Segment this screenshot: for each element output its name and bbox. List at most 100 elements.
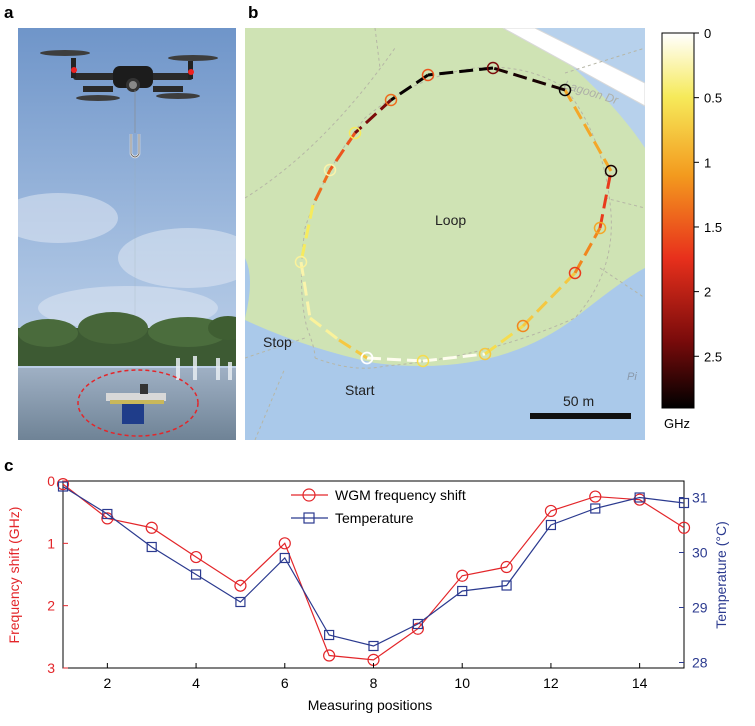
legend: WGM frequency shift Temperature: [291, 487, 466, 526]
route-marker: [348, 126, 362, 140]
route-marker: [384, 93, 398, 107]
route-segment: [484, 324, 524, 356]
loop-map: Lagoon Dr Pi Loop Stop Start 50 m: [245, 28, 645, 440]
trees: [18, 312, 236, 366]
route-segment: [422, 352, 486, 363]
wgm-point: [323, 649, 336, 662]
y-left-tick-label: 3: [47, 660, 55, 676]
temperature-point: [190, 569, 202, 580]
lagoon-water-top: [525, 28, 645, 148]
wgm-point: [456, 569, 469, 582]
y-left-tick-label: 2: [47, 598, 55, 614]
panel-label-a: a: [4, 3, 14, 22]
route-marker: [323, 163, 337, 177]
panel-label-b: b: [248, 3, 259, 22]
scale-bar: [530, 413, 631, 419]
colorbar-gradient: [661, 32, 695, 409]
route-marker: [604, 164, 618, 178]
legend-marker-temperature: [303, 512, 315, 524]
temperature-point: [57, 481, 69, 492]
route-segments: [299, 66, 613, 363]
wgm-point: [56, 478, 70, 491]
route-segment: [573, 227, 602, 274]
route-segment: [521, 271, 577, 328]
colorbar-tick-label: 1: [704, 155, 711, 170]
temperature-point: [457, 585, 468, 597]
route-markers: [294, 61, 618, 368]
drone-icon: [40, 50, 218, 101]
legend-marker-wgm: [302, 488, 316, 502]
loop-label: Loop: [435, 212, 466, 228]
x-tick-label: 10: [454, 675, 470, 691]
legend-label-temperature: Temperature: [335, 510, 414, 526]
panel-label-c: c: [4, 456, 14, 475]
colorbar-tick-label: 0.5: [704, 91, 722, 106]
route-marker: [416, 354, 430, 368]
route-marker: [593, 221, 607, 235]
wgm-point: [677, 521, 691, 534]
temperature-point: [678, 497, 690, 509]
temperature-point: [412, 618, 423, 630]
road: [502, 28, 645, 107]
temperature-point: [501, 580, 512, 591]
temperature-point: [235, 596, 246, 608]
colorbar-tick-label: 2: [704, 285, 711, 300]
route-marker: [516, 319, 530, 333]
temperature-point: [590, 503, 601, 514]
wgm-point: [278, 537, 291, 550]
route-segment: [299, 261, 312, 319]
route-marker: [478, 347, 492, 361]
colorbar: 0 0.5 1 1.5 2 2.5 GHz: [648, 26, 755, 440]
route-segment: [598, 170, 613, 229]
y-axis-left-label: Frequency shift (GHz): [6, 507, 22, 644]
street-fragment-label: Pi: [627, 371, 637, 383]
y-right-tick-label: 30: [692, 545, 708, 561]
route-marker: [486, 61, 500, 75]
x-tick-label: 8: [370, 675, 378, 691]
temperature-point: [279, 552, 290, 564]
y-left-tick-label: 1: [47, 535, 55, 551]
x-tick-label: 2: [103, 675, 111, 691]
highlight-circle: [77, 369, 199, 437]
colorbar-tick-label: 0: [704, 28, 711, 41]
route-marker: [294, 255, 308, 269]
colorbar-tick-label: 2.5: [704, 349, 722, 364]
x-axis-label: Measuring positions: [308, 697, 433, 713]
route-start-marker: [360, 351, 374, 365]
route-segment: [492, 66, 566, 92]
wgm-point: [189, 550, 203, 564]
route-marker: [568, 266, 582, 280]
route-segment: [563, 89, 613, 172]
y-axis-right-label: Temperature (°C): [713, 521, 729, 629]
series-line-temperature: [62, 485, 685, 647]
cloud-shapes: [18, 193, 236, 330]
x-tick-label: 4: [192, 675, 200, 691]
route-segment: [311, 169, 332, 206]
wgm-point: [544, 504, 558, 518]
colorbar-tick-label: 1.5: [704, 220, 722, 235]
route-segment: [309, 316, 340, 342]
fountains: [176, 356, 232, 380]
series-line-wgm: [62, 483, 685, 661]
y-right-tick-label: 31: [692, 490, 708, 506]
route-segment: [390, 73, 429, 102]
boat-icon: [106, 384, 166, 424]
temperature-point: [324, 629, 335, 641]
start-label: Start: [345, 382, 375, 398]
route-segment: [353, 98, 393, 135]
y-left-tick-label: 0: [47, 473, 55, 489]
route-marker: [421, 68, 435, 82]
temperature-point: [545, 519, 557, 531]
wgm-point: [145, 521, 158, 534]
route-segment: [366, 356, 424, 363]
stop-label: Stop: [263, 334, 292, 350]
route-segment: [299, 204, 315, 263]
wgm-point: [500, 560, 513, 574]
chart-c: 2 4 6 8 10 12 14 0 1 2 3 28 29 30 31 Measuring positio…: [0, 458, 755, 721]
route-marker: [558, 83, 572, 97]
legend-label-wgm: WGM frequency shift: [335, 487, 466, 503]
scale-label: 50 m: [563, 393, 594, 409]
drone-photo: [18, 28, 236, 440]
route-segment: [328, 132, 357, 171]
temperature-point: [146, 541, 157, 553]
